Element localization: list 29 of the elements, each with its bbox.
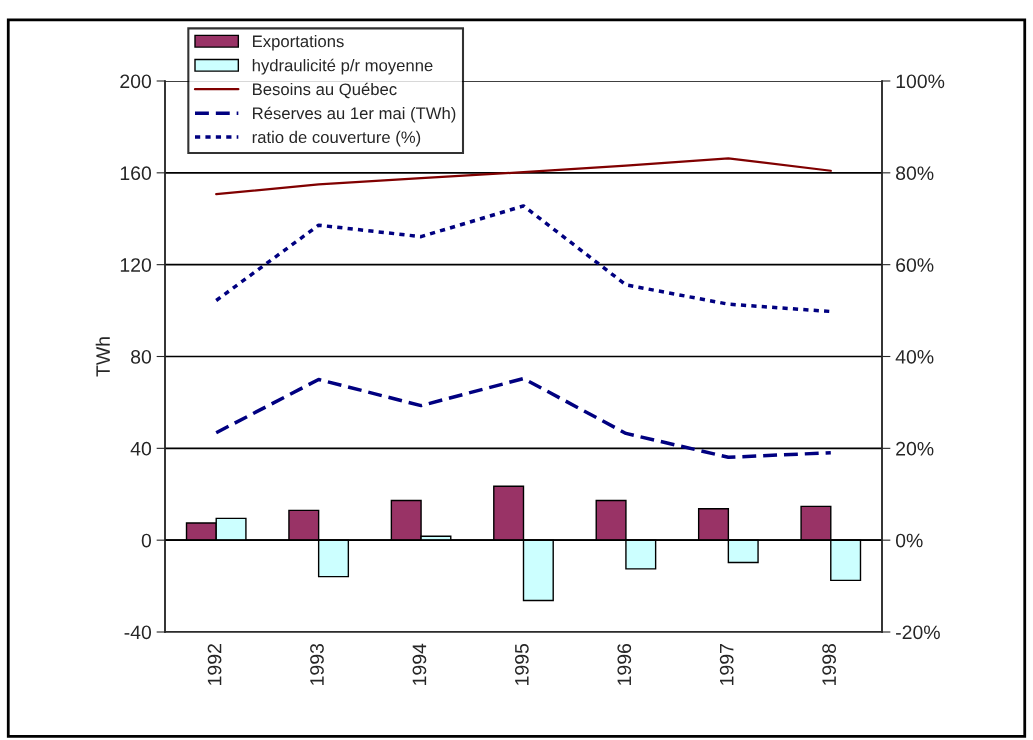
x-tick-label: 1994 <box>412 643 427 685</box>
legend-label: Besoins au Québec <box>253 82 397 99</box>
y-tick-label: 120 <box>120 258 152 272</box>
y2-tick-label: 60% <box>896 258 934 272</box>
y-tick-label: 160 <box>120 166 152 181</box>
y2-tick-label: -20% <box>896 625 940 640</box>
y2-tick-label: 40% <box>895 349 934 364</box>
y-axis-title: TWh <box>95 337 110 377</box>
y2-tick-label: 80% <box>896 166 934 181</box>
y-tick-label: 40 <box>130 441 152 456</box>
legend-label: ratio de couverture (%) <box>252 130 421 147</box>
line-series <box>215 157 832 196</box>
y-tick-label: 200 <box>120 74 152 89</box>
y-tick-label: 0 <box>141 533 152 548</box>
x-tick-label: 1992 <box>207 644 222 685</box>
y2-tick-label: 0% <box>895 533 923 548</box>
y2-tick-label: 20% <box>896 441 934 456</box>
legend-label: Réserves au 1er mai (TWh) <box>253 106 456 123</box>
x-tick-label: 1997 <box>719 644 734 685</box>
y-tick-label: 80 <box>131 349 152 364</box>
y-tick-label: -40 <box>124 625 152 640</box>
legend-label: Exportations <box>253 35 344 51</box>
x-tick-label: 1993 <box>310 643 324 685</box>
y2-tick-label: 100% <box>896 74 945 89</box>
x-tick-label: 1998 <box>822 643 837 685</box>
line-series <box>214 376 833 460</box>
x-tick-label: 1996 <box>617 643 632 685</box>
legend-label: hydraulicité p/r moyenne <box>252 58 433 75</box>
x-tick-label: 1995 <box>514 643 529 685</box>
